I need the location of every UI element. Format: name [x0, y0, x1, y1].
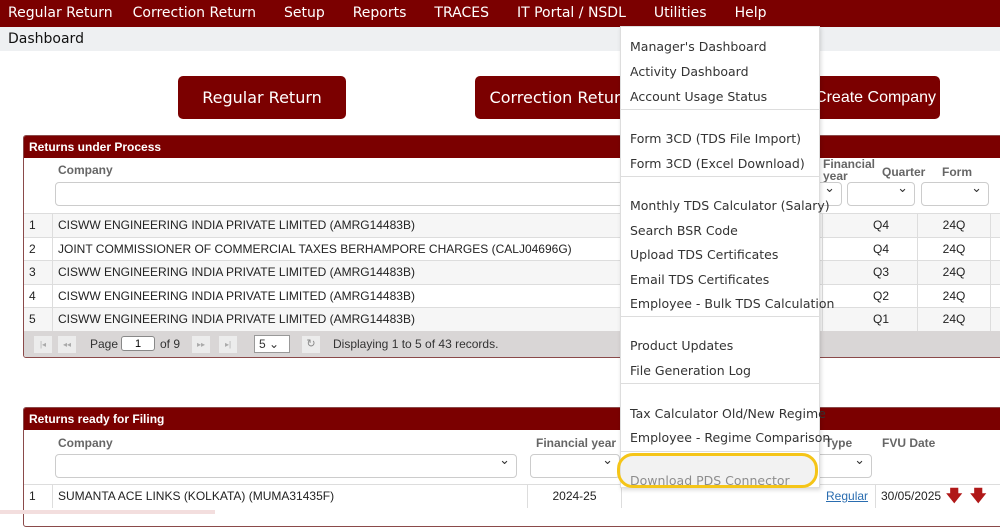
- menu-divider: [621, 383, 819, 384]
- first-page-button[interactable]: |◂: [34, 336, 52, 353]
- panel-title: Returns under Process: [24, 136, 1000, 158]
- menu-reports[interactable]: Reports: [352, 5, 407, 21]
- company-cell: SUMANTA ACE LINKS (KOLKATA) (MUMA31435F): [53, 485, 528, 508]
- table-row[interactable]: 1 CISWW ENGINEERING INDIA PRIVATE LIMITE…: [24, 213, 1000, 237]
- menu-correction-return[interactable]: Correction Return: [132, 5, 256, 21]
- menu-item-form-3cd-tds-file-import[interactable]: Form 3CD (TDS File Import): [630, 131, 802, 146]
- pager: |◂ ◂◂ Page of 9 ▸▸ ▸| 5 ⌄ ↻ Displaying 1…: [24, 331, 1000, 357]
- menu-item-activity-dashboard[interactable]: Activity Dashboard: [630, 64, 749, 79]
- quarter-cell: Q2: [845, 284, 918, 307]
- menu-item-search-bsr-code[interactable]: Search BSR Code: [630, 223, 738, 238]
- menu-item-monthly-tds-calculator-salary[interactable]: Monthly TDS Calculator (Salary): [630, 198, 830, 213]
- menu-setup[interactable]: Setup: [283, 5, 325, 21]
- col-company: Company: [58, 436, 113, 450]
- prev-page-button[interactable]: ◂◂: [58, 336, 76, 353]
- menu-divider: [621, 316, 819, 317]
- row-number: 2: [24, 237, 53, 260]
- page-label: Page: [90, 337, 119, 351]
- company-filter[interactable]: [55, 453, 517, 478]
- highlight-ring: [617, 453, 818, 488]
- form-cell: 24Q: [918, 308, 991, 331]
- records-status: Displaying 1 to 5 of 43 records.: [333, 337, 499, 351]
- form-cell: 24Q: [918, 214, 991, 237]
- page-input[interactable]: [121, 336, 155, 351]
- quarter-cell: Q1: [845, 308, 918, 331]
- form-cell: 24Q: [918, 237, 991, 260]
- table-row[interactable]: 5 CISWW ENGINEERING INDIA PRIVATE LIMITE…: [24, 307, 1000, 331]
- company-cell: CISWW ENGINEERING INDIA PRIVATE LIMITED …: [53, 261, 823, 284]
- panel-title: Returns ready for Filing: [24, 408, 1000, 430]
- col-company: Company: [58, 163, 113, 177]
- last-page-button[interactable]: ▸|: [219, 336, 237, 353]
- menu-item-account-usage-status[interactable]: Account Usage Status: [630, 89, 768, 104]
- year-cell: 2024-25: [528, 485, 622, 508]
- type-link[interactable]: Regular: [823, 485, 876, 508]
- company-cell: CISWW ENGINEERING INDIA PRIVATE LIMITED …: [53, 214, 823, 237]
- menu-item-product-updates[interactable]: Product Updates: [630, 338, 734, 353]
- menu-utilities[interactable]: Utilities: [653, 5, 707, 21]
- row-number: 4: [24, 284, 53, 307]
- page-size-select[interactable]: 5 ⌄: [254, 335, 290, 353]
- top-menubar: Regular Return Correction Return Setup R…: [0, 0, 1000, 27]
- form-filter[interactable]: [921, 181, 989, 206]
- status-strip: [0, 510, 215, 514]
- menu-item-tax-calculator-old-new-regime[interactable]: Tax Calculator Old/New Regime: [630, 406, 826, 421]
- col-financial-year: Financial year: [823, 157, 876, 183]
- menu-item-upload-tds-certificates[interactable]: Upload TDS Certificates: [630, 247, 779, 262]
- col-type: Type: [825, 436, 853, 450]
- table-row[interactable]: 2 JOINT COMMISSIONER OF COMMERCIAL TAXES…: [24, 236, 1000, 260]
- row-number: 1: [24, 214, 53, 237]
- menu-help[interactable]: Help: [734, 5, 767, 21]
- menu-it-portal[interactable]: IT Portal / NSDL: [516, 5, 626, 21]
- page-count: of 9: [160, 337, 181, 351]
- form-cell: 24Q: [918, 261, 991, 284]
- correction-return-button[interactable]: Correction Return: [475, 76, 645, 119]
- col-quarter: Quarter: [882, 165, 926, 179]
- menu-divider: [621, 109, 819, 110]
- menu-item-manager-s-dashboard[interactable]: Manager's Dashboard: [630, 39, 767, 54]
- fvu-date: 30/05/2025: [881, 489, 942, 503]
- menu-divider: [621, 451, 819, 452]
- quarter-cell: Q4: [845, 237, 918, 260]
- company-cell: CISWW ENGINEERING INDIA PRIVATE LIMITED …: [53, 308, 823, 331]
- menu-item-employee-bulk-tds-calculation[interactable]: Employee - Bulk TDS Calculation: [630, 296, 835, 311]
- refresh-icon[interactable]: ↻: [302, 336, 320, 353]
- company-cell: JOINT COMMISSIONER OF COMMERCIAL TAXES B…: [53, 237, 823, 260]
- menu-divider: [621, 176, 819, 177]
- quarter-cell: Q4: [845, 214, 918, 237]
- table-row[interactable]: 1 SUMANTA ACE LINKS (KOLKATA) (MUMA31435…: [24, 484, 1000, 508]
- company-cell: CISWW ENGINEERING INDIA PRIVATE LIMITED …: [53, 284, 823, 307]
- menu-item-employee-regime-comparison[interactable]: Employee - Regime Comparison: [630, 430, 831, 445]
- quarter-cell: Q3: [845, 261, 918, 284]
- regular-return-button[interactable]: Regular Return: [178, 76, 346, 119]
- breadcrumb: Dashboard: [0, 27, 1000, 51]
- menu-item-email-tds-certificates[interactable]: Email TDS Certificates: [630, 272, 770, 287]
- table-row[interactable]: 3 CISWW ENGINEERING INDIA PRIVATE LIMITE…: [24, 260, 1000, 284]
- download-arrow-icon[interactable]: 🡇: [946, 488, 963, 505]
- menu-item-file-generation-log[interactable]: File Generation Log: [630, 363, 751, 378]
- menu-regular-return[interactable]: Regular Return: [8, 5, 113, 21]
- row-number: 3: [24, 261, 53, 284]
- year-filter[interactable]: [530, 453, 620, 478]
- menu-traces[interactable]: TRACES: [434, 5, 489, 21]
- page-size-value: 5: [259, 337, 266, 351]
- col-fvu-date: FVU Date: [882, 436, 936, 450]
- col-financial-year: Financial year: [536, 436, 617, 450]
- fvu-cell: 30/05/2025 🡇 🡇: [876, 485, 1000, 508]
- download-arrow-icon[interactable]: 🡇: [970, 488, 987, 505]
- utilities-dropdown-menu: Manager's Dashboard Activity Dashboard Acc…: [620, 26, 834, 488]
- table-row[interactable]: 4 CISWW ENGINEERING INDIA PRIVATE LIMITE…: [24, 283, 1000, 307]
- quarter-filter[interactable]: [847, 181, 915, 206]
- company-filter[interactable]: [55, 182, 645, 206]
- returns-ready-for-filing-panel: Returns ready for Filing Company Financi…: [23, 407, 1000, 527]
- menu-item-form-3cd-excel-download[interactable]: Form 3CD (Excel Download): [630, 156, 805, 171]
- next-page-button[interactable]: ▸▸: [192, 336, 210, 353]
- col-form: Form: [942, 165, 972, 179]
- row-number: 5: [24, 308, 53, 331]
- form-cell: 24Q: [918, 284, 991, 307]
- returns-under-process-panel: Returns under Process Company Financial …: [23, 135, 1000, 358]
- row-number: 1: [24, 485, 53, 508]
